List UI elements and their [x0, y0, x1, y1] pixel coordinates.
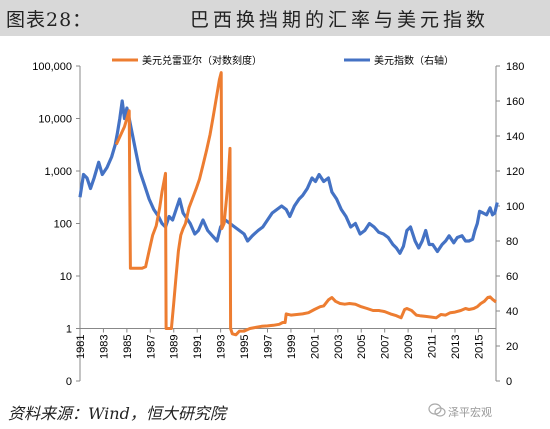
right-tick-label: 160	[506, 96, 524, 108]
left-tick-label: 100	[54, 219, 72, 231]
series-line-dxy	[78, 99, 499, 255]
right-tick-label: 140	[506, 131, 524, 143]
x-tick-label: 1985	[122, 335, 134, 359]
chart: 0 1 10 100 1,000 10,000 100,000 0 20 40 60 80 100 120…	[32, 54, 524, 388]
right-tick-label: 60	[506, 271, 518, 283]
left-tick-label: 100,000	[32, 61, 72, 73]
x-tick-label: 2015	[473, 335, 485, 359]
right-tick-label: 20	[506, 341, 518, 353]
figure-label: 图表28：	[6, 9, 93, 31]
x-tick-label: 1993	[216, 335, 228, 359]
left-tick-label: 1,000	[44, 166, 72, 178]
right-tick-label: 80	[506, 236, 518, 248]
figure-header: 图表28： 巴西换挡期的汇率与美元指数	[0, 0, 550, 36]
x-tick-label: 2005	[356, 335, 368, 359]
x-tick-label: 2001	[309, 335, 321, 359]
right-tick-label: 0	[506, 376, 512, 388]
series-line-brl	[114, 71, 497, 337]
x-tick-label: 1989	[169, 335, 181, 359]
right-tick-label: 40	[506, 306, 518, 318]
axes: 0 1 10 100 1,000 10,000 100,000 0 20 40 60 80 100 120…	[32, 61, 524, 388]
x-tick-label: 2011	[427, 335, 439, 359]
right-tick-label: 120	[506, 166, 524, 178]
wechat-icon	[428, 403, 446, 417]
x-tick-label: 1997	[262, 335, 274, 359]
left-tick-label: 10	[60, 271, 72, 283]
legend: 美元兑雷亚尔（对数刻度） 美元指数（右轴）	[112, 54, 454, 67]
left-tick-label: 0	[66, 376, 72, 388]
x-tick-label: 1981	[75, 335, 87, 359]
series-layer	[78, 71, 499, 337]
x-tick-label: 2009	[403, 335, 415, 359]
x-tick-label: 2003	[333, 335, 345, 359]
x-tick-label: 1987	[145, 335, 157, 359]
legend-item-dxy-label: 美元指数（右轴）	[374, 54, 454, 67]
legend-item-brl-label: 美元兑雷亚尔（对数刻度）	[142, 54, 262, 67]
right-tick-label: 100	[506, 201, 524, 213]
x-tick-label: 1991	[192, 335, 204, 359]
x-tick-label: 1995	[239, 335, 251, 359]
left-tick-label: 1	[66, 324, 72, 336]
left-tick-label: 10,000	[38, 114, 72, 126]
x-tick-label: 2013	[450, 335, 462, 359]
x-tick-label: 2007	[380, 335, 392, 359]
watermark: 泽平宏观	[448, 406, 492, 419]
x-tick-label: 1983	[98, 335, 110, 359]
figure-title: 巴西换挡期的汇率与美元指数	[190, 9, 490, 31]
source-note: 资料来源：Wind，恒大研究院	[8, 404, 226, 423]
x-tick-label: 1999	[286, 335, 298, 359]
right-tick-label: 180	[506, 61, 524, 73]
